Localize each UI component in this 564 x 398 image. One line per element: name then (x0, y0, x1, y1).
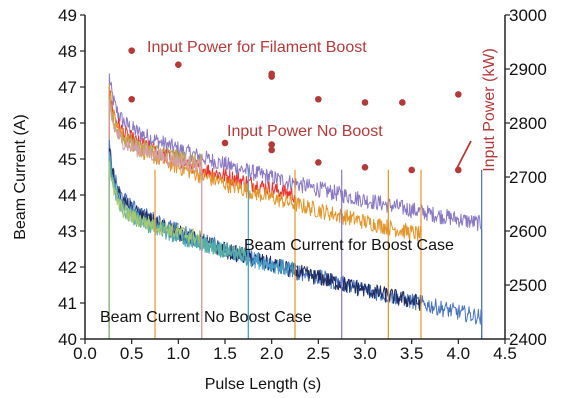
no-boost-power-point-4 (268, 146, 275, 154)
no-boost-power-point-6 (361, 163, 369, 171)
y2-tick-label-6: 3000 (509, 6, 547, 25)
pulse-markers (154, 169, 483, 339)
y-tick-label-9: 49 (58, 6, 77, 25)
x-tick-label-1: 0.5 (120, 344, 144, 363)
y-tick-label-0: 40 (58, 330, 77, 349)
y2-tick-label-5: 2900 (509, 60, 547, 79)
annotation-boost-current: Beam Current for Boost Case (244, 237, 454, 254)
x-tick-label-3: 1.5 (213, 344, 237, 363)
x-tick-label-6: 3.0 (353, 344, 377, 363)
annotation-no-boost-power: Input Power No Boost (227, 123, 383, 140)
y-tick-label-3: 43 (58, 222, 77, 241)
input-power-points (128, 47, 462, 174)
filament-boost-power-point-2 (175, 61, 182, 68)
y-tick-label-4: 44 (58, 186, 77, 205)
x-tick-label-7: 3.5 (400, 344, 424, 363)
y-tick-label-8: 48 (58, 42, 77, 61)
tick-labels: 0.0 0.5 1.0 1.5 2.0 2.5 3.0 3.5 4.0 4.5 40 41 42 43 44… (58, 6, 547, 363)
filament-boost-power-point-5 (315, 95, 322, 103)
annotation-no-boost-current: Beam Current No Boost Case (100, 309, 312, 326)
filament-boost-power-point-7 (399, 99, 406, 106)
no-boost-power-point-1 (128, 95, 135, 103)
y-axis-title: Beam Current (A) (12, 114, 29, 239)
no-boost-power-point-2 (221, 139, 229, 147)
right-y-axis-title: Input Power (kW) (481, 48, 498, 172)
y-tick-label-7: 47 (58, 78, 77, 97)
no-boost-power-point-8 (455, 166, 462, 174)
y2-tick-label-4: 2800 (509, 114, 547, 133)
y2-tick-label-0: 2400 (509, 330, 547, 349)
no-boost-power-point-5 (315, 159, 322, 166)
x-tick-label-2: 1.0 (167, 344, 191, 363)
x-tick-label-0: 0.0 (73, 344, 97, 363)
x-tick-label-5: 2.5 (307, 344, 331, 363)
filament-boost-power-point-8 (455, 91, 462, 98)
y-tick-label-1: 41 (58, 294, 77, 313)
x-tick-label-4: 2.0 (260, 344, 284, 363)
y2-tick-label-2: 2600 (509, 222, 547, 241)
filament-boost-power-point-1 (128, 47, 135, 54)
x-tick-label-9: 4.5 (493, 344, 517, 363)
x-tick-label-8: 4.0 (447, 344, 471, 363)
y-tick-label-5: 45 (58, 150, 77, 169)
y-tick-label-2: 42 (58, 258, 77, 277)
filament-boost-power-point-4 (268, 73, 275, 80)
no-boost-power-point-7 (408, 166, 415, 174)
annotations: Input Power for Filament Boost Input Pow… (100, 39, 472, 326)
filament-boost-power-point-6 (361, 99, 369, 106)
no-boost-power-point-3 (268, 141, 275, 148)
x-axis-title: Pulse Length (s) (205, 376, 322, 393)
y2-tick-label-1: 2500 (509, 276, 547, 295)
annotation-arrow (455, 140, 472, 171)
annotation-filament-boost-power: Input Power for Filament Boost (147, 39, 367, 56)
y-tick-label-6: 46 (58, 114, 77, 133)
y2-tick-label-3: 2700 (509, 168, 547, 187)
beam-current-trace-5 (108, 99, 203, 339)
